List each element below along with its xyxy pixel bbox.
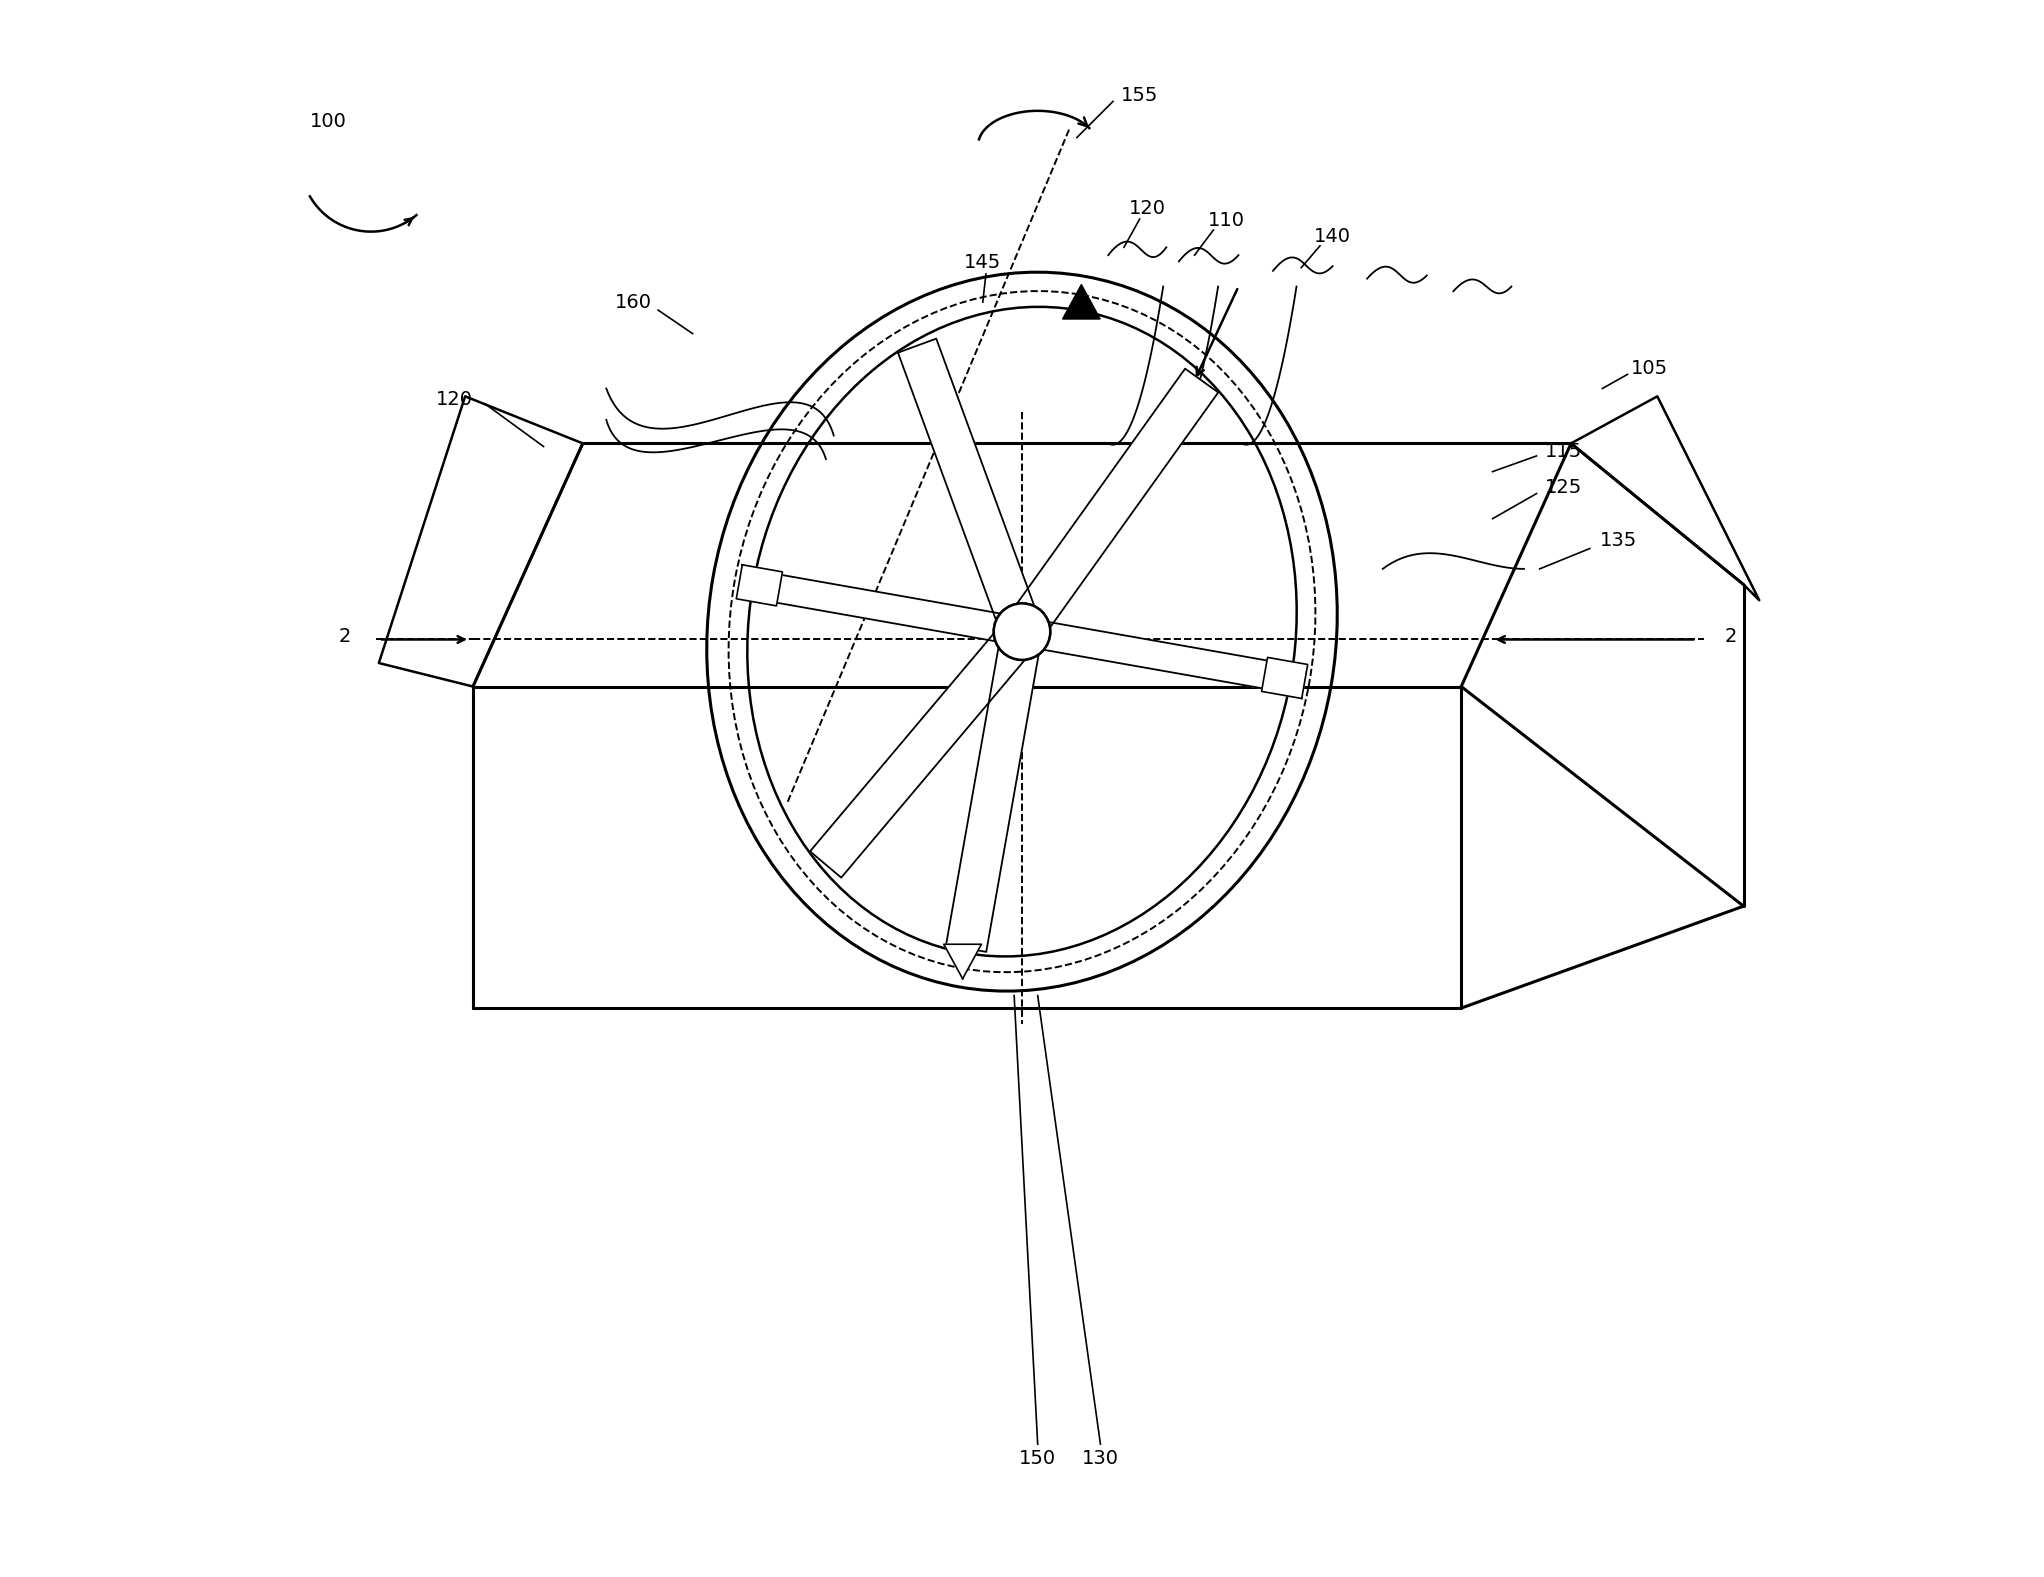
Text: 2: 2 (1725, 626, 1737, 647)
Circle shape (993, 604, 1051, 659)
Polygon shape (1063, 284, 1100, 319)
Polygon shape (736, 565, 783, 606)
Polygon shape (1261, 658, 1308, 699)
Polygon shape (809, 618, 1038, 878)
Polygon shape (897, 339, 1040, 639)
Text: 115: 115 (1545, 442, 1582, 460)
Circle shape (993, 604, 1051, 659)
Text: 150: 150 (1020, 1449, 1057, 1468)
Text: 105: 105 (1631, 358, 1668, 377)
Text: 100: 100 (311, 112, 347, 131)
Text: 110: 110 (1208, 211, 1245, 230)
Text: 140: 140 (1314, 227, 1351, 246)
Text: 145: 145 (965, 254, 1002, 273)
Polygon shape (944, 945, 981, 979)
Text: 160: 160 (615, 293, 652, 312)
Text: 120: 120 (435, 390, 472, 408)
Text: 125: 125 (1545, 478, 1582, 497)
Text: 155: 155 (1120, 85, 1159, 104)
Text: 2: 2 (337, 626, 350, 647)
Polygon shape (1006, 369, 1218, 643)
Polygon shape (756, 571, 1288, 692)
Polygon shape (946, 628, 1042, 953)
Text: 130: 130 (1081, 1449, 1118, 1468)
Text: 135: 135 (1600, 531, 1637, 550)
Text: 120: 120 (1128, 199, 1165, 218)
